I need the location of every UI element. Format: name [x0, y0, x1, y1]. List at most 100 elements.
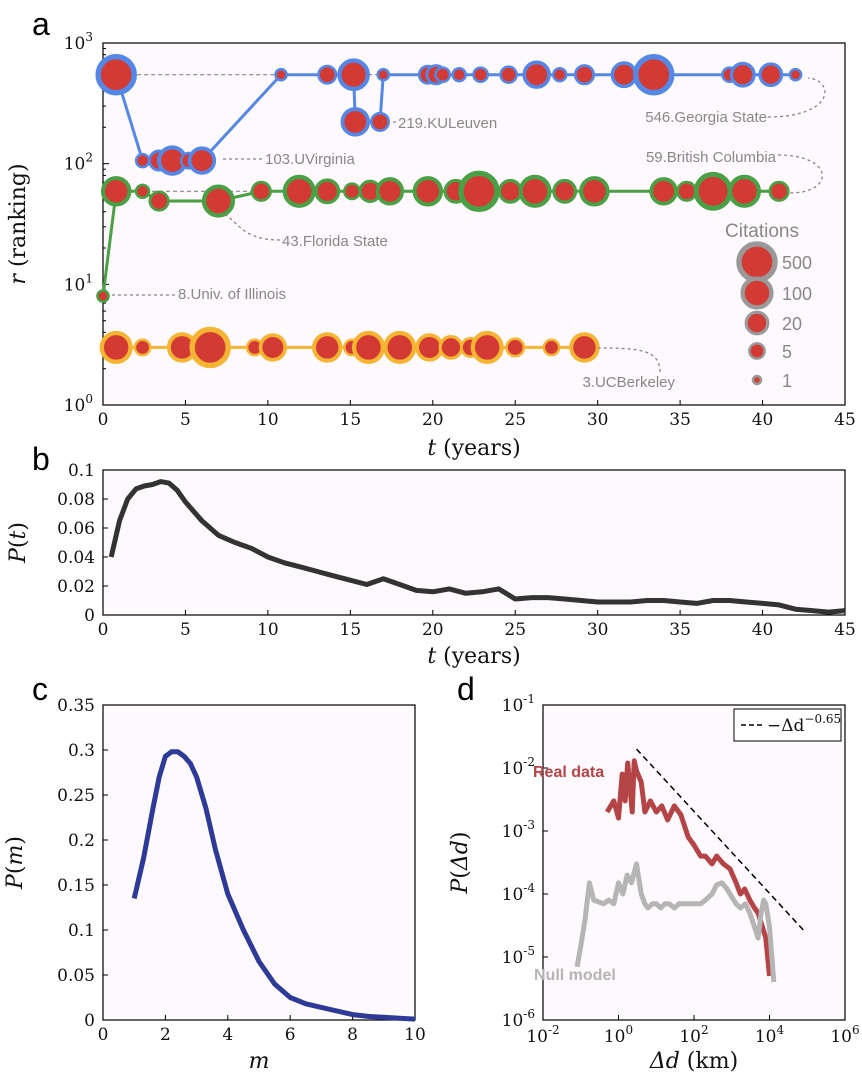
data-line-d-0	[604, 758, 772, 977]
y-tick-label-a: 103	[64, 30, 93, 54]
data-point-series-1	[676, 180, 698, 202]
data-point-series-1	[148, 190, 170, 212]
y-tick-label-c: 0.1	[68, 921, 95, 941]
data-point-series-0	[317, 64, 338, 85]
data-point-series-0	[499, 65, 518, 85]
x-tick-label-a: 35	[669, 410, 691, 430]
x-tick-label-a: 20	[422, 410, 444, 430]
annotation-label: 103.UVirginia	[265, 151, 355, 168]
data-point-series-2	[99, 330, 133, 364]
x-tick-label-b: 10	[257, 620, 279, 640]
data-point-series-0	[729, 61, 756, 88]
data-point-series-2	[189, 326, 231, 369]
data-point-series-1	[768, 180, 790, 202]
x-tick-label-b: 15	[340, 620, 362, 640]
data-point-series-1	[96, 289, 110, 303]
x-tick-label-b: 35	[669, 620, 691, 640]
y-tick-label-b: 0.06	[57, 519, 95, 539]
x-tick-label-b: 20	[422, 620, 444, 640]
legend-marker	[740, 276, 774, 310]
data-point-series-1	[201, 184, 235, 218]
data-point-series-0	[337, 58, 370, 91]
legend-value: 500	[782, 253, 812, 273]
data-point-series-1	[727, 174, 761, 208]
x-tick-label-b: 30	[587, 620, 609, 640]
y-tick-label-b: 0.1	[68, 461, 95, 481]
data-point-series-0	[134, 152, 151, 169]
x-tick-label-a: 15	[340, 410, 362, 430]
data-point-series-1	[343, 182, 361, 201]
x-axis-label-c: m	[249, 1049, 270, 1073]
data-point-series-1	[552, 178, 578, 204]
y-axis-label-b: P(t)	[6, 522, 31, 564]
data-point-series-2	[312, 332, 343, 363]
data-point-series-0	[274, 67, 288, 82]
data-point-series-0	[552, 66, 568, 83]
annotation-label: 219.KULeuven	[398, 115, 497, 132]
panel-letter-b: b	[32, 441, 50, 477]
legend-marker	[736, 241, 778, 283]
y-tick-label-b: 0.08	[57, 490, 95, 510]
data-point-series-2	[351, 330, 386, 364]
x-tick-label-c: 0	[98, 1025, 109, 1045]
y-tick-label-c: 0.25	[57, 786, 95, 806]
y-axis-label-a: r (ranking)	[6, 163, 31, 284]
y-tick-label-d: 10-1	[502, 692, 535, 716]
x-tick-label-a: 30	[587, 410, 609, 430]
data-point-series-1	[693, 171, 733, 211]
x-tick-label-a: 25	[504, 410, 526, 430]
annotation-arrow-4	[225, 214, 281, 241]
plot-area-d	[542, 704, 846, 1021]
y-tick-label-a: 100	[64, 392, 93, 416]
data-point-series-0	[340, 107, 371, 137]
x-tick-label-a: 45	[834, 410, 856, 430]
x-tick-label-d: 106	[830, 1023, 859, 1047]
data-point-series-1	[412, 176, 444, 207]
data-point-series-0	[451, 66, 467, 83]
data-line-b	[108, 479, 846, 615]
y-tick-label-b: 0.02	[57, 577, 95, 597]
legend-value: 100	[782, 284, 812, 304]
x-tick-label-a: 0	[98, 410, 109, 430]
data-line-d-1	[574, 861, 777, 983]
data-point-series-2	[470, 330, 504, 364]
y-tick-label-b: 0	[84, 606, 95, 626]
data-point-series-2	[383, 330, 417, 364]
x-tick-label-a: 40	[752, 410, 774, 430]
data-point-series-1	[458, 170, 500, 213]
data-line-c	[131, 749, 416, 1022]
x-tick-label-d: 100	[604, 1023, 633, 1047]
annotation-label: 59.British Columbia	[646, 149, 777, 166]
y-tick-label-d: 10-4	[502, 881, 536, 905]
y-tick-label-a: 101	[64, 271, 93, 295]
x-tick-label-c: 6	[285, 1025, 296, 1045]
y-axis-label-d: P(Δd)	[448, 832, 473, 895]
annotation-arrow-0	[767, 77, 826, 118]
data-point-series-0	[187, 146, 217, 175]
data-point-series-2	[438, 335, 464, 360]
data-point-series-1	[282, 174, 316, 208]
x-tick-label-c: 2	[160, 1025, 171, 1045]
annotation-arrow-6	[597, 347, 661, 373]
y-tick-label-a: 102	[64, 151, 93, 175]
data-point-series-0	[610, 61, 638, 89]
x-axis-label-a: t (years)	[427, 436, 520, 461]
data-point-series-0	[370, 111, 391, 132]
y-tick-label-d: 10-5	[502, 944, 535, 968]
data-point-series-1	[100, 176, 132, 207]
data-point-series-2	[542, 338, 561, 357]
y-tick-label-d: 10-3	[502, 818, 535, 842]
x-tick-label-d: 104	[755, 1023, 785, 1047]
y-tick-label-c: 0.35	[57, 696, 95, 716]
data-point-series-1	[134, 183, 151, 200]
data-point-series-0	[434, 66, 452, 84]
data-point-series-2	[415, 333, 444, 362]
data-point-series-1	[649, 177, 678, 206]
panel-letter-d: d	[457, 671, 475, 707]
series-label-d: Null model	[534, 967, 616, 984]
data-point-series-1	[518, 174, 552, 208]
panel-letter-a: a	[32, 6, 50, 42]
legend-title: Citations	[725, 221, 799, 242]
y-tick-label-c: 0.05	[57, 966, 95, 986]
